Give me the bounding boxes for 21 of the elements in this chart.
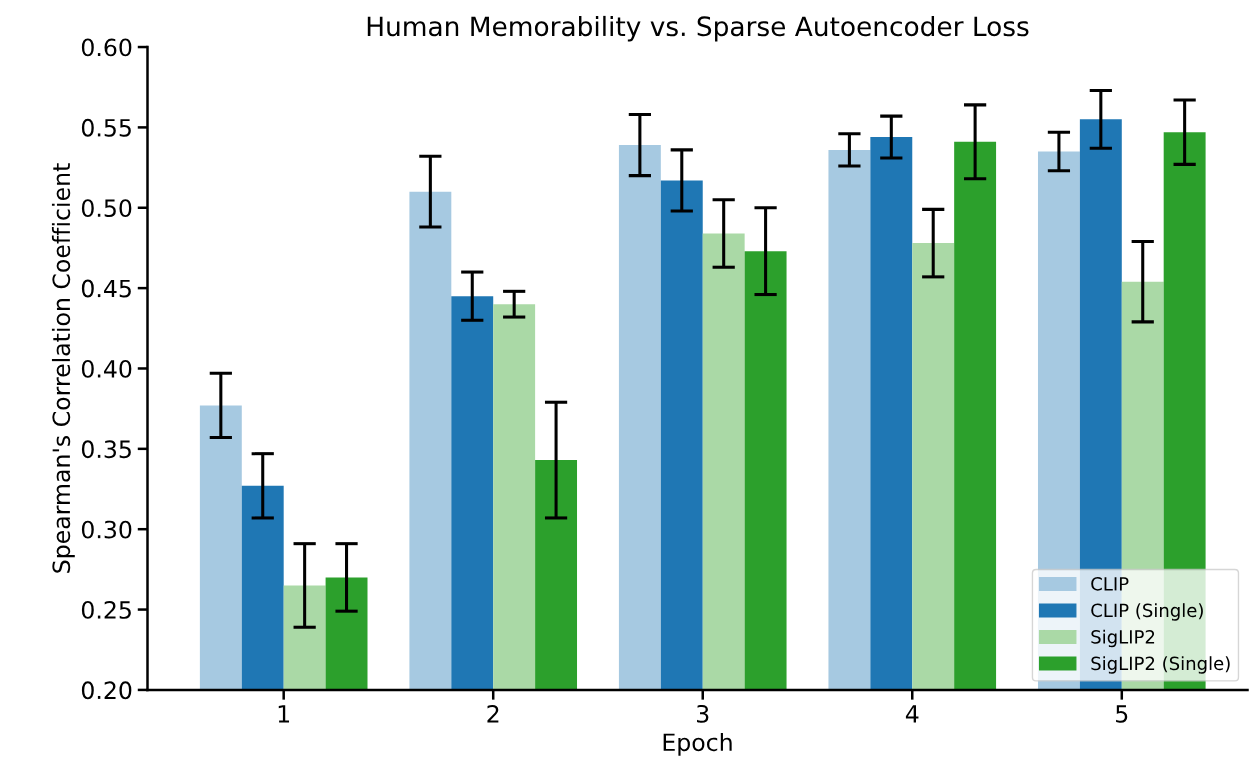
y-tick-label: 0.25 bbox=[81, 601, 131, 619]
y-tick-label: 0.55 bbox=[81, 118, 131, 137]
legend-label: CLIP (Single) bbox=[1091, 603, 1203, 621]
chart-title: Human Memorability vs. Sparse Autoencoder Loss bbox=[367, 15, 1029, 42]
x-tick-label: 2 bbox=[487, 704, 499, 723]
y-tick-label: 0.40 bbox=[81, 359, 132, 378]
y-tick-label: 0.45 bbox=[81, 279, 131, 298]
legend-label: CLIP bbox=[1091, 577, 1129, 591]
x-tick-label: 1 bbox=[278, 705, 290, 723]
y-tick-label: 0.35 bbox=[81, 440, 131, 459]
y-tick-label: 0.20 bbox=[81, 681, 132, 700]
y-axis-title: Spearman's Correlation Coefficient bbox=[51, 163, 75, 573]
x-tick-label: 4 bbox=[905, 705, 919, 723]
legend-label: SigLIP2 (Single) bbox=[1091, 656, 1230, 674]
legend-label: SigLIP2 bbox=[1091, 629, 1155, 648]
y-tick-label: 0.30 bbox=[81, 520, 132, 539]
x-axis-title: Epoch bbox=[663, 732, 732, 756]
x-tick-label: 5 bbox=[1116, 705, 1128, 723]
y-tick-label: 0.50 bbox=[81, 199, 132, 218]
x-tick-label: 3 bbox=[697, 704, 709, 723]
y-tick-label: 0.60 bbox=[81, 38, 132, 57]
